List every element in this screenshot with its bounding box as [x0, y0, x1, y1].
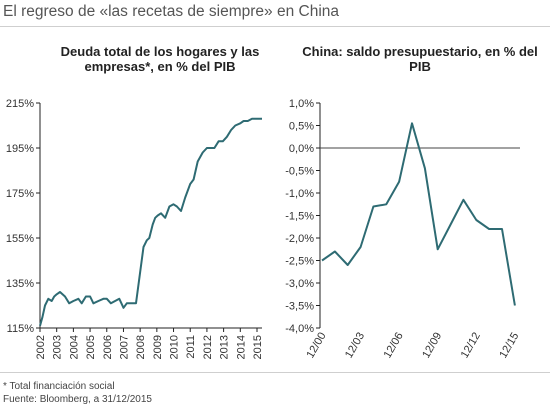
budget-y-tick-label: -4,0%	[285, 323, 314, 335]
debt-x-tick-label: 2014	[235, 335, 247, 359]
debt-x-tick-label: 2010	[169, 335, 181, 359]
debt-x-tick-label: 2012	[202, 335, 214, 359]
debt-x-tick-label: 2011	[185, 335, 197, 359]
budget-y-tick-label: -1,5%	[285, 211, 314, 223]
debt-x-tick-label: 2002	[35, 335, 47, 359]
debt-x-tick-label: 2004	[68, 335, 80, 359]
source-note: Fuente: Bloomberg, a 31/12/2015	[3, 394, 152, 405]
debt-x-tick-label: 2003	[52, 335, 64, 359]
debt-y-tick-label: 175%	[6, 188, 34, 200]
debt-x-tick-label: 2006	[102, 335, 114, 359]
budget-y-tick-label: -3,5%	[285, 301, 314, 313]
budget-y-tick-label: 0,5%	[289, 121, 314, 133]
footnote: * Total financiación social	[3, 381, 115, 392]
chart-title-debt: Deuda total de los hogares y las empresa…	[60, 44, 260, 74]
budget-y-tick-label: -3,0%	[285, 278, 314, 290]
debt-x-tick-label: 2008	[135, 335, 147, 359]
budget-y-tick-label: -2,5%	[285, 256, 314, 268]
debt-x-tick-label: 2013	[219, 335, 231, 359]
title-divider	[0, 26, 550, 27]
debt-y-tick-label: 215%	[6, 98, 34, 110]
budget-x-tick-label: 12/06	[382, 331, 406, 361]
footer-divider	[0, 372, 550, 373]
budget-y-tick-label: -0,5%	[285, 166, 314, 178]
debt-y-tick-label: 135%	[6, 278, 34, 290]
budget-x-tick-label: 12/15	[497, 331, 521, 361]
budget-y-tick-label: 0,0%	[289, 143, 314, 155]
debt-y-tick-label: 155%	[6, 233, 34, 245]
debt-y-tick-label: 195%	[6, 143, 34, 155]
debt-x-tick-label: 2015	[252, 335, 264, 359]
page-title: El regreso de «las recetas de siempre» e…	[3, 3, 340, 20]
chart-title-budget: China: saldo presupuestario, en % del PI…	[302, 44, 538, 74]
debt-x-tick-label: 2005	[85, 335, 97, 359]
budget-series-line	[321, 122, 516, 306]
debt-series-line	[39, 117, 262, 327]
budget-x-tick-label: 12/09	[420, 331, 444, 361]
debt-x-tick-label: 2009	[152, 335, 164, 359]
budget-y-tick-label: -1,0%	[285, 188, 314, 200]
budget-y-tick-label: -2,0%	[285, 233, 314, 245]
debt-x-tick-label: 2007	[118, 335, 130, 359]
debt-y-tick-label: 115%	[7, 323, 35, 335]
budget-x-tick-label: 12/12	[459, 331, 483, 361]
budget-y-tick-label: 1,0%	[289, 98, 314, 110]
budget-x-tick-label: 12/03	[343, 331, 367, 361]
